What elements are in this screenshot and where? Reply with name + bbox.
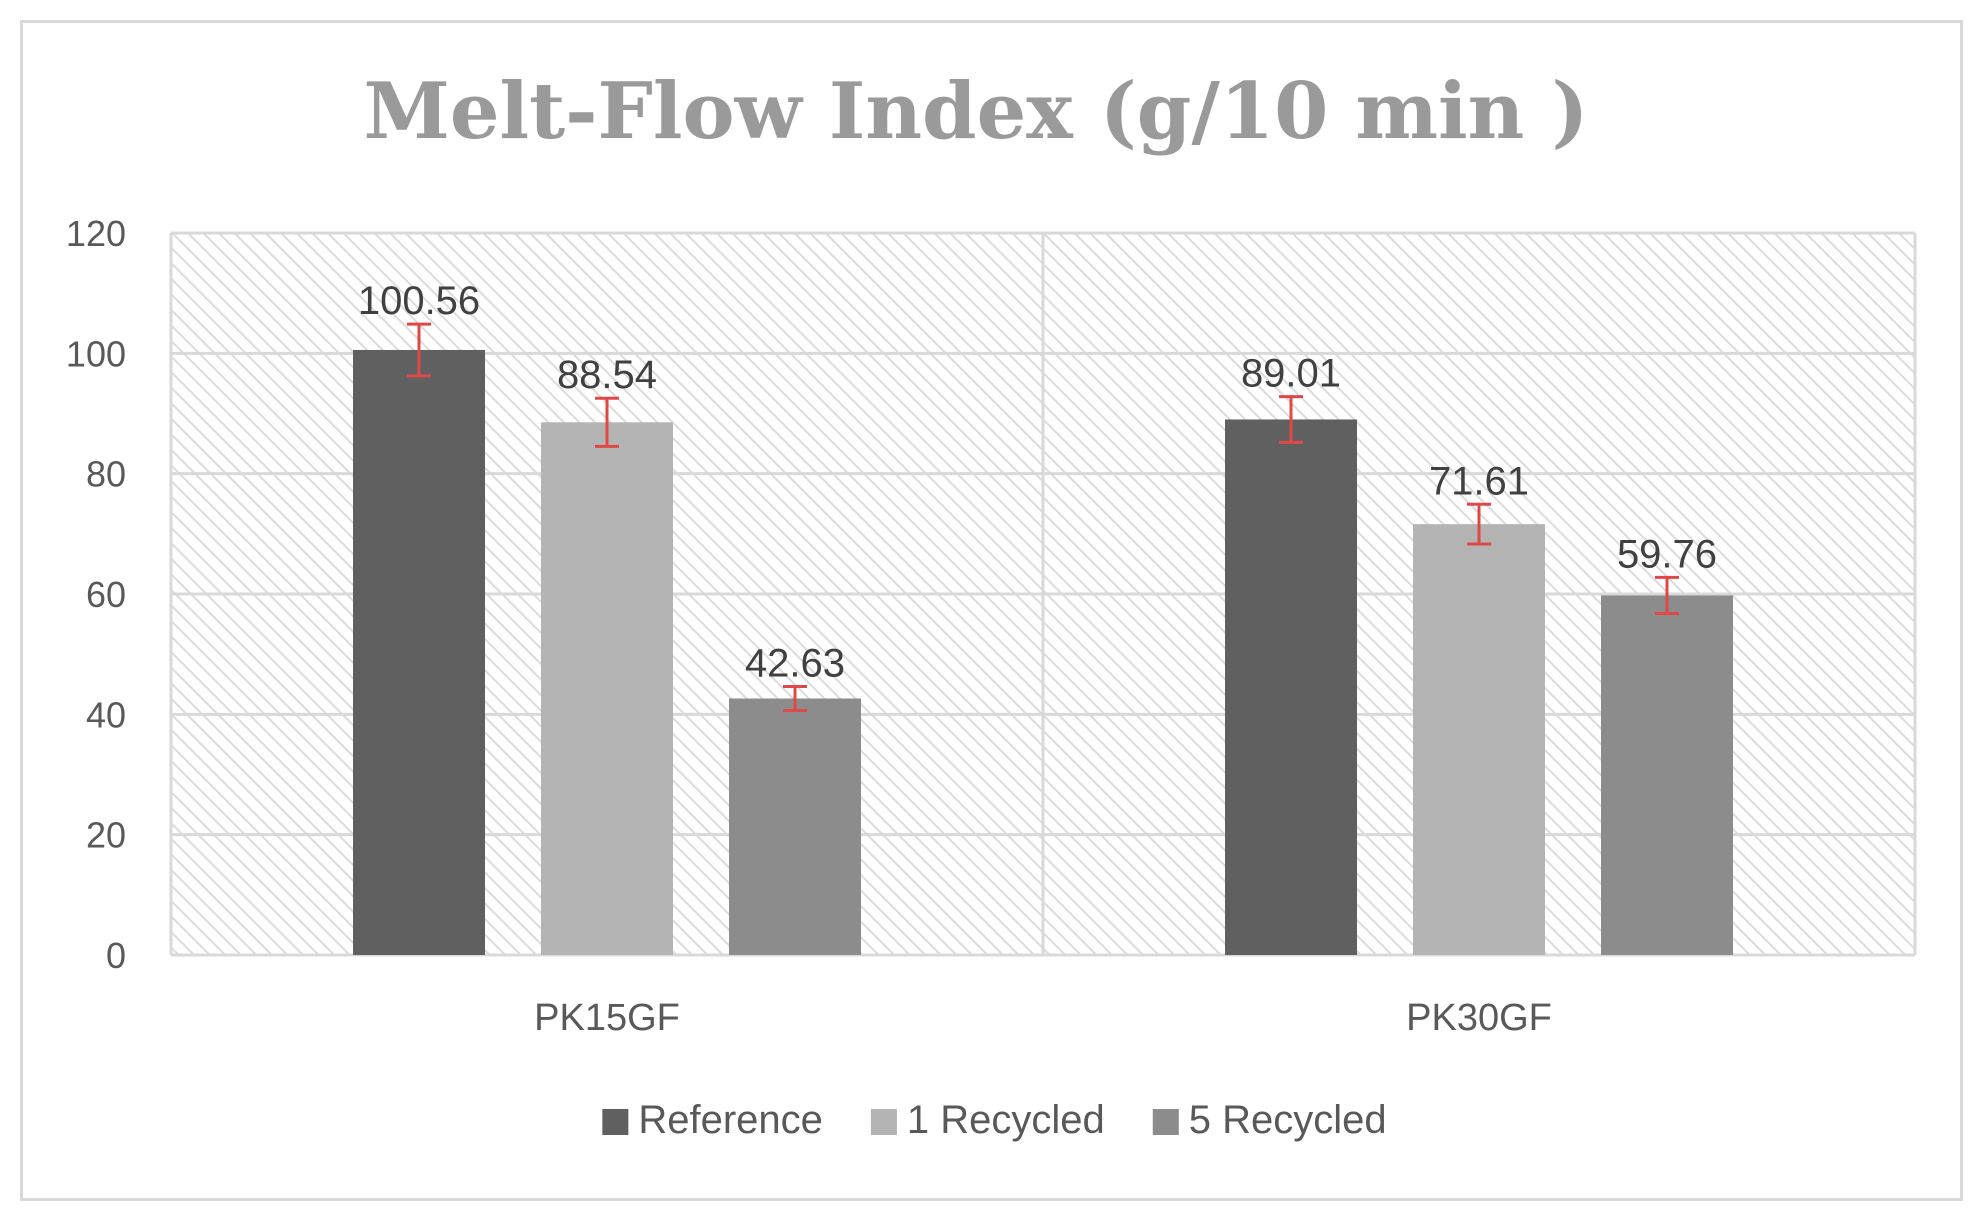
legend-label: 5 Recycled (1189, 1098, 1387, 1142)
legend-label: Reference (638, 1098, 823, 1142)
y-tick-label: 0 (106, 935, 126, 976)
plot-area: 0 20 40 60 80 100 120 100.56 88.54 42.63 PK15GF 89.… (66, 213, 1917, 1039)
y-tick-label: 80 (86, 454, 126, 495)
y-tick-label: 20 (86, 815, 126, 856)
bar (1225, 419, 1357, 955)
chart-title: Melt-Flow Index (g/10 min ) (364, 66, 1589, 157)
bar (1413, 524, 1545, 955)
legend-item: Reference (602, 1098, 823, 1142)
data-label: 59.76 (1617, 532, 1717, 576)
y-tick-label: 100 (66, 333, 126, 374)
bar (729, 698, 861, 955)
data-label: 100.56 (358, 279, 480, 323)
legend-label: 1 Recycled (907, 1098, 1105, 1142)
legend-swatch (1152, 1109, 1179, 1135)
bar (541, 422, 673, 956)
bar (353, 349, 485, 955)
chart-frame: Melt-Flow Index (g/10 min ) 0 20 40 60 80 100… (20, 20, 1963, 1201)
legend: Reference 1 Recycled 5 Recycled (602, 1098, 1387, 1142)
y-tick-label: 60 (86, 574, 126, 615)
category-label: PK15GF (534, 997, 680, 1039)
legend-item: 1 Recycled (870, 1098, 1105, 1142)
data-label: 89.01 (1241, 352, 1341, 396)
y-tick-label: 40 (86, 694, 126, 735)
category-label: PK30GF (1406, 997, 1552, 1039)
data-label: 42.63 (745, 641, 845, 685)
chart-svg: Melt-Flow Index (g/10 min ) 0 20 40 60 80 100… (66, 66, 1917, 1142)
legend-swatch (602, 1109, 629, 1135)
legend-item: 5 Recycled (1152, 1098, 1387, 1142)
bar (1601, 595, 1733, 955)
data-label: 71.61 (1429, 459, 1529, 503)
y-tick-label: 120 (66, 213, 126, 254)
legend-swatch (870, 1109, 897, 1135)
data-label: 88.54 (557, 353, 657, 397)
